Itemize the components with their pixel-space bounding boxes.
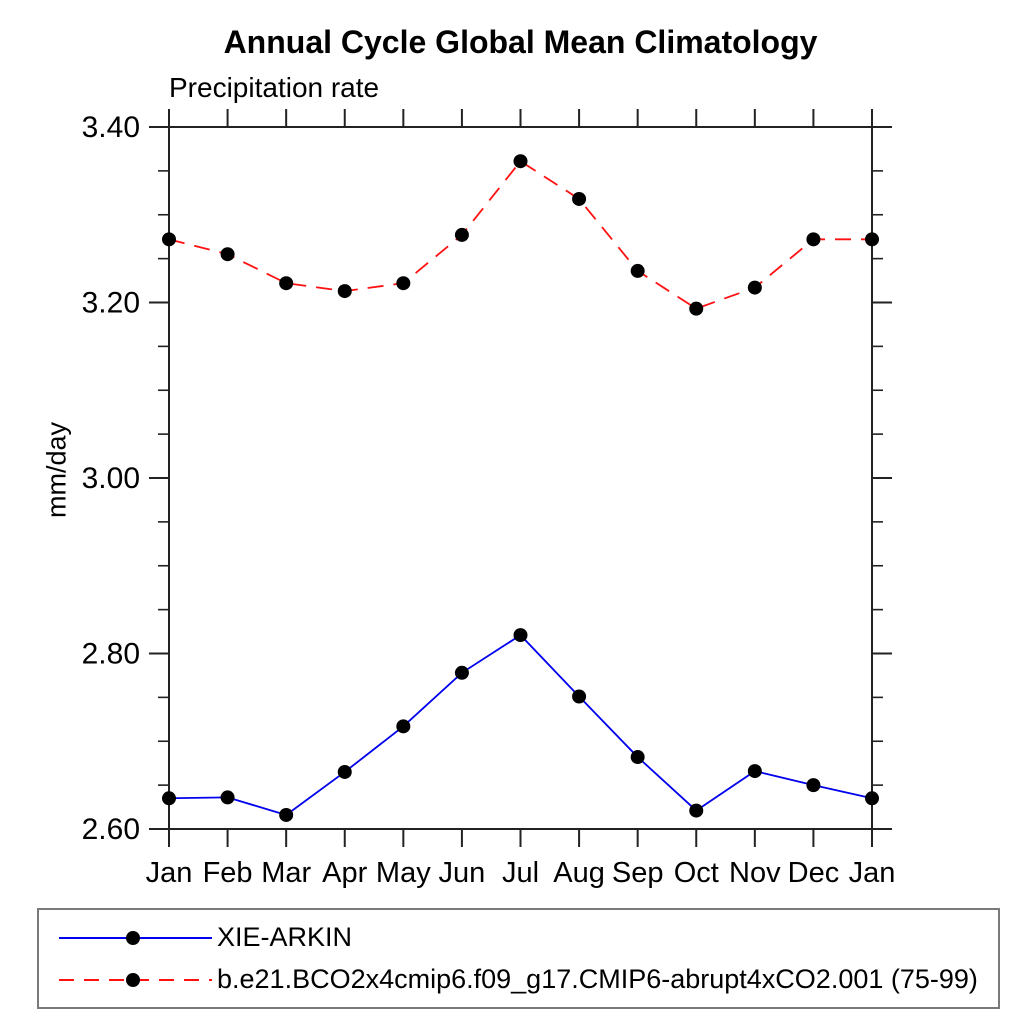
y-axis-ticks bbox=[149, 126, 892, 830]
data-point bbox=[806, 778, 821, 793]
x-axis-tick-labels: Jan Feb Mar Apr May Jun Jul Aug Sep Oct Nov Dec Jan bbox=[146, 857, 896, 889]
series-xie-arkin bbox=[162, 628, 879, 822]
data-point bbox=[279, 807, 294, 822]
x-axis-ticks bbox=[168, 109, 873, 847]
x-tick-label-9: Oct bbox=[674, 857, 719, 889]
data-point bbox=[279, 276, 294, 291]
x-tick-label-11: Dec bbox=[788, 857, 840, 889]
y-tick-label-2: 3.00 bbox=[82, 462, 140, 495]
data-point bbox=[162, 232, 176, 247]
data-point bbox=[630, 263, 645, 278]
y-axis-tick-labels: 2.60 2.80 3.00 3.20 3.40 bbox=[82, 111, 140, 846]
x-tick-label-7: Aug bbox=[553, 857, 605, 889]
x-tick-label-12: Jan bbox=[849, 857, 896, 889]
data-point bbox=[220, 790, 235, 805]
x-tick-label-1: Feb bbox=[203, 857, 253, 889]
x-tick-label-8: Sep bbox=[612, 857, 664, 889]
chart-title: Annual Cycle Global Mean Climatology bbox=[223, 24, 818, 60]
x-tick-label-0: Jan bbox=[146, 857, 193, 889]
data-point bbox=[220, 247, 235, 262]
data-point bbox=[337, 284, 352, 299]
data-point bbox=[396, 276, 411, 291]
data-point bbox=[747, 280, 762, 295]
chart-subtitle: Precipitation rate bbox=[169, 72, 380, 103]
data-point bbox=[689, 803, 704, 818]
data-point bbox=[337, 764, 352, 779]
x-tick-label-2: Mar bbox=[261, 857, 311, 889]
x-tick-label-10: Nov bbox=[729, 857, 781, 889]
data-point bbox=[865, 232, 879, 247]
y-tick-label-1: 2.80 bbox=[82, 638, 140, 671]
x-tick-label-3: Apr bbox=[322, 857, 367, 889]
y-axis-minor-ticks bbox=[158, 170, 883, 786]
legend-line-dashed-red-icon bbox=[59, 972, 212, 987]
legend-label-obs: XIE-ARKIN bbox=[217, 922, 353, 952]
x-tick-label-5: Jun bbox=[439, 857, 486, 889]
legend-line-solid-blue-icon bbox=[59, 930, 212, 945]
y-tick-label-3: 3.20 bbox=[82, 287, 140, 320]
data-point bbox=[865, 791, 879, 806]
data-point bbox=[396, 719, 411, 734]
data-point bbox=[513, 154, 528, 169]
y-tick-label-4: 3.40 bbox=[82, 111, 140, 144]
plot-frame bbox=[168, 126, 873, 830]
legend: XIE-ARKIN b.e21.BCO2x4cmip6.f09_g17.CMIP… bbox=[37, 908, 1000, 1009]
legend-item-obs: XIE-ARKIN bbox=[39, 917, 998, 959]
series-model bbox=[162, 154, 879, 316]
x-tick-label-6: Jul bbox=[502, 857, 539, 889]
data-point bbox=[747, 764, 762, 779]
data-point bbox=[689, 301, 704, 316]
data-point bbox=[572, 689, 587, 704]
legend-item-model: b.e21.BCO2x4cmip6.f09_g17.CMIP6-abrupt4x… bbox=[39, 959, 998, 1001]
data-point bbox=[630, 750, 645, 765]
x-tick-label-4: May bbox=[376, 857, 431, 889]
data-point bbox=[162, 791, 176, 806]
data-point bbox=[454, 665, 469, 680]
y-tick-label-0: 2.60 bbox=[82, 813, 140, 846]
legend-label-model: b.e21.BCO2x4cmip6.f09_g17.CMIP6-abrupt4x… bbox=[217, 964, 978, 994]
data-point bbox=[806, 232, 821, 247]
data-point bbox=[572, 191, 587, 206]
data-point bbox=[454, 227, 469, 242]
data-point bbox=[513, 628, 528, 643]
